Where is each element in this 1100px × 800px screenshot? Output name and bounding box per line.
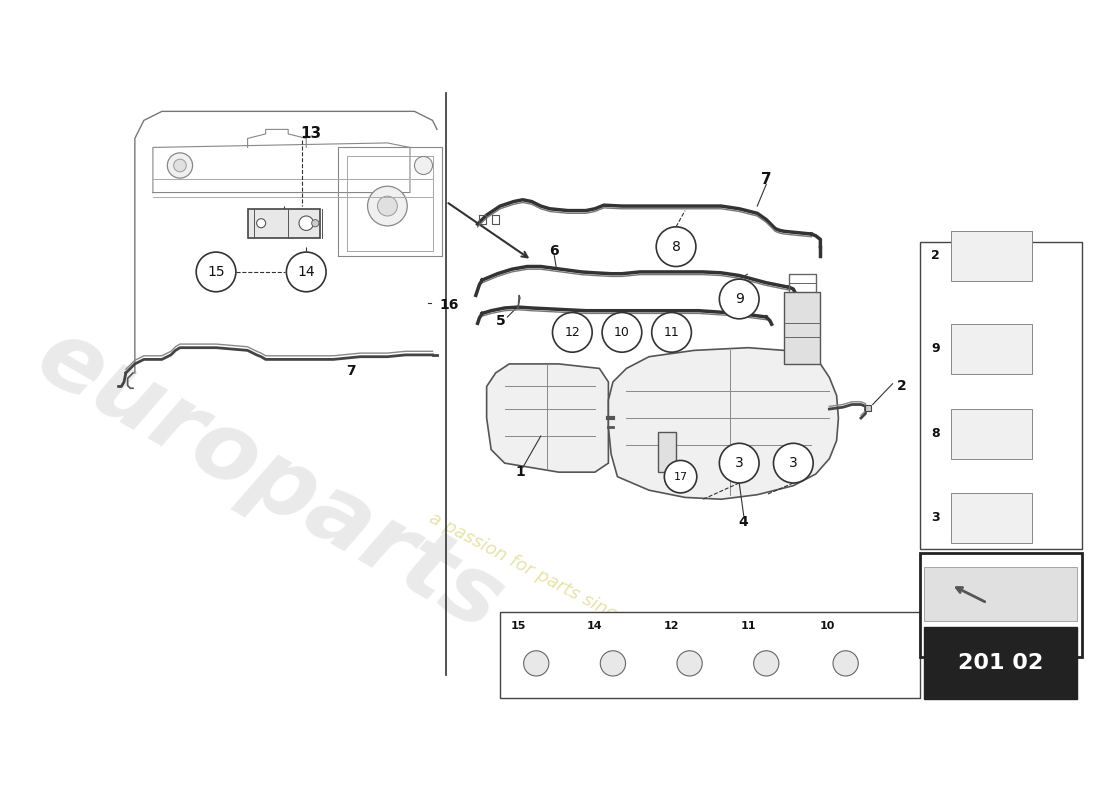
Circle shape bbox=[415, 157, 432, 174]
Circle shape bbox=[754, 650, 779, 676]
Circle shape bbox=[377, 196, 397, 216]
Text: a passion for parts since 1985: a passion for parts since 1985 bbox=[426, 509, 674, 652]
Circle shape bbox=[719, 279, 759, 319]
Circle shape bbox=[719, 443, 759, 483]
Polygon shape bbox=[608, 348, 838, 499]
Polygon shape bbox=[486, 364, 608, 472]
Text: 9: 9 bbox=[735, 292, 744, 306]
Text: 3: 3 bbox=[735, 456, 744, 470]
FancyBboxPatch shape bbox=[920, 554, 1082, 657]
Circle shape bbox=[833, 650, 858, 676]
Circle shape bbox=[601, 650, 626, 676]
Text: 10: 10 bbox=[820, 621, 835, 630]
FancyBboxPatch shape bbox=[248, 209, 320, 238]
Text: 17: 17 bbox=[673, 472, 688, 482]
Circle shape bbox=[773, 443, 813, 483]
FancyBboxPatch shape bbox=[500, 612, 920, 698]
Text: 8: 8 bbox=[932, 427, 940, 440]
Circle shape bbox=[299, 216, 314, 230]
Text: 11: 11 bbox=[663, 326, 680, 339]
Text: 14: 14 bbox=[297, 265, 315, 279]
Circle shape bbox=[196, 252, 235, 292]
FancyBboxPatch shape bbox=[924, 627, 1077, 699]
Circle shape bbox=[602, 313, 641, 352]
Circle shape bbox=[286, 252, 326, 292]
FancyBboxPatch shape bbox=[952, 324, 1032, 374]
Circle shape bbox=[664, 461, 696, 493]
Circle shape bbox=[524, 650, 549, 676]
Circle shape bbox=[311, 219, 319, 227]
Text: 6: 6 bbox=[550, 244, 559, 258]
Text: 3: 3 bbox=[932, 510, 940, 524]
Text: 5: 5 bbox=[496, 314, 506, 328]
Circle shape bbox=[367, 186, 407, 226]
Circle shape bbox=[167, 153, 192, 178]
FancyBboxPatch shape bbox=[952, 493, 1032, 542]
FancyBboxPatch shape bbox=[952, 231, 1032, 281]
FancyBboxPatch shape bbox=[784, 292, 821, 364]
Circle shape bbox=[256, 218, 265, 228]
Text: 14: 14 bbox=[587, 621, 603, 630]
Text: 12: 12 bbox=[564, 326, 580, 339]
Text: 8: 8 bbox=[672, 240, 681, 254]
Text: 13: 13 bbox=[300, 126, 321, 142]
FancyBboxPatch shape bbox=[920, 242, 1082, 549]
Text: 1: 1 bbox=[516, 465, 525, 479]
Circle shape bbox=[552, 313, 592, 352]
FancyBboxPatch shape bbox=[924, 567, 1077, 621]
Circle shape bbox=[651, 313, 692, 352]
FancyBboxPatch shape bbox=[658, 431, 676, 472]
Text: 16: 16 bbox=[440, 298, 459, 312]
Text: 11: 11 bbox=[740, 621, 756, 630]
Text: 7: 7 bbox=[761, 171, 771, 186]
Text: 10: 10 bbox=[614, 326, 630, 339]
Text: 12: 12 bbox=[663, 621, 680, 630]
Text: 15: 15 bbox=[510, 621, 526, 630]
FancyBboxPatch shape bbox=[952, 409, 1032, 458]
Text: 7: 7 bbox=[346, 364, 356, 378]
Circle shape bbox=[676, 650, 702, 676]
Text: 9: 9 bbox=[932, 342, 940, 355]
Text: 2: 2 bbox=[896, 379, 906, 394]
FancyBboxPatch shape bbox=[866, 406, 871, 411]
Text: 2: 2 bbox=[932, 249, 940, 262]
Text: 201 02: 201 02 bbox=[958, 654, 1044, 674]
Text: 3: 3 bbox=[789, 456, 797, 470]
Circle shape bbox=[657, 227, 696, 266]
Text: 15: 15 bbox=[207, 265, 224, 279]
Text: europarts: europarts bbox=[21, 310, 519, 651]
Circle shape bbox=[174, 159, 186, 172]
Text: 4: 4 bbox=[739, 514, 749, 529]
